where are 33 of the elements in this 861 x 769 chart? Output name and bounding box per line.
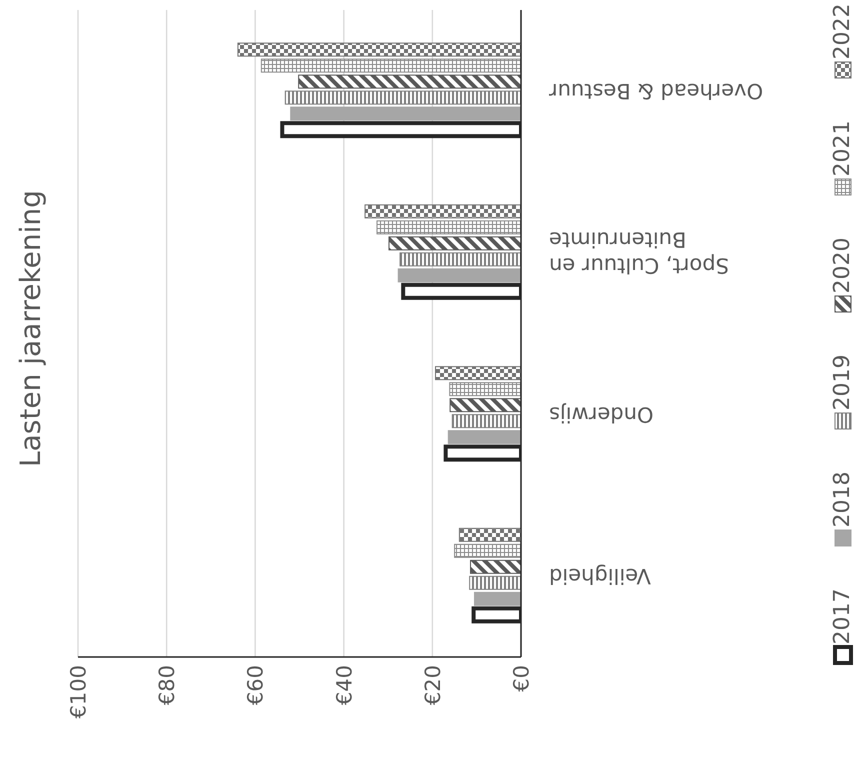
bar (364, 204, 521, 218)
text: 2017 (830, 588, 855, 644)
text: 2022 (830, 4, 855, 60)
bar (435, 366, 521, 380)
bar (260, 58, 521, 73)
bar (284, 90, 521, 105)
x-tick-label: €0 (509, 665, 534, 692)
x-tick-label: €80 (155, 665, 180, 706)
text: 2021 (830, 120, 855, 176)
bar (458, 528, 521, 542)
x-tick-label: €40 (332, 665, 356, 706)
bar (388, 236, 521, 250)
text: 2019 (830, 354, 855, 410)
y-tick-label: Onderwijs (549, 402, 654, 426)
bar (470, 560, 521, 574)
bar (237, 42, 521, 57)
y-tick-label: Veiligheid (549, 564, 651, 588)
y-tick-label: Sport, Cultuur en Buitenruimte (549, 228, 729, 278)
x-tick-label: €100 (66, 665, 90, 718)
bar (452, 414, 521, 428)
x-tick-label: €60 (244, 665, 268, 706)
bar (449, 382, 521, 396)
text: Lasten jaarrekening (14, 189, 47, 469)
bar (298, 74, 521, 89)
text: 2020 (830, 238, 855, 294)
text: 2018 (830, 472, 855, 528)
x-tick-label: €20 (420, 665, 445, 706)
bar (376, 220, 521, 234)
bar (400, 252, 521, 266)
bar (454, 544, 521, 558)
bar (469, 576, 521, 590)
bar (450, 398, 521, 412)
y-tick-label: Overhead & Bestuur (548, 78, 764, 103)
